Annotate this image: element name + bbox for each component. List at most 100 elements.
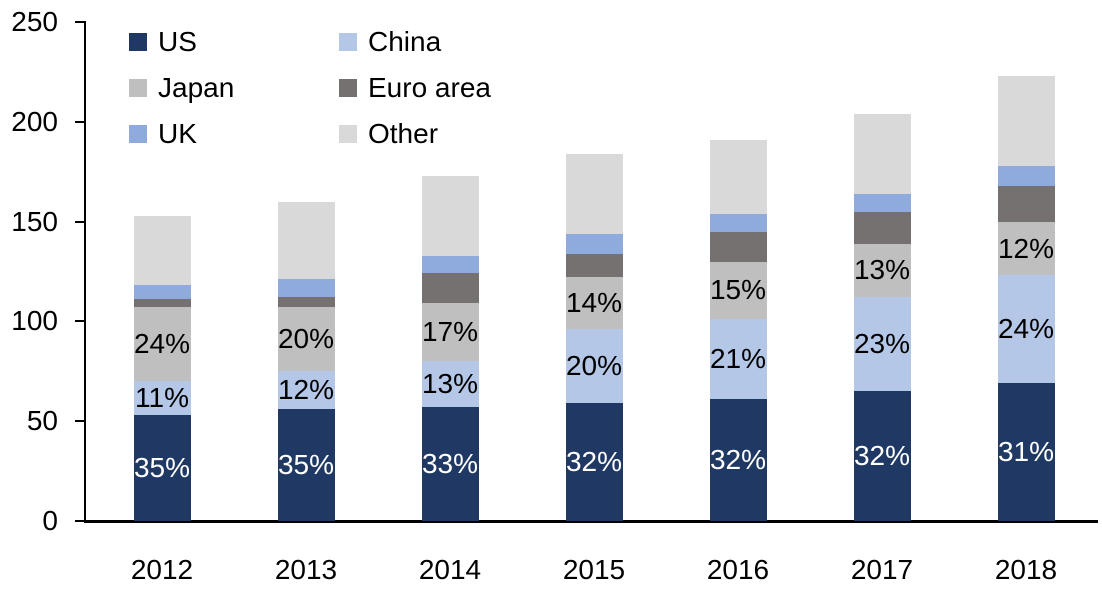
legend-item-japan: Japan bbox=[129, 72, 339, 104]
legend-label: China bbox=[368, 26, 442, 57]
bar-segment-euro-area bbox=[277, 297, 335, 308]
bar-segment-us: 32% bbox=[709, 399, 767, 521]
bar-segment-uk bbox=[997, 165, 1055, 186]
bar-segment-other bbox=[997, 75, 1055, 166]
y-axis-tick-mark bbox=[75, 320, 84, 323]
legend-swatch-icon bbox=[339, 33, 357, 51]
y-axis-tick-mark bbox=[75, 420, 84, 423]
bar-segment-euro-area bbox=[133, 299, 191, 308]
bar-segment-euro-area bbox=[565, 253, 623, 278]
segment-percent-label: 24% bbox=[133, 328, 191, 360]
bar-segment-china: 20% bbox=[565, 329, 623, 404]
bar-segment-uk bbox=[709, 213, 767, 232]
legend-label: Euro area bbox=[368, 72, 491, 103]
bar-segment-other bbox=[133, 215, 191, 286]
bar-segment-other bbox=[565, 153, 623, 234]
x-axis-tick-label: 2017 bbox=[850, 554, 914, 585]
bar-segment-china: 21% bbox=[709, 319, 767, 400]
bar-segment-china: 11% bbox=[133, 381, 191, 416]
legend-item-uk: UK bbox=[129, 118, 339, 150]
legend-label: UK bbox=[158, 118, 197, 149]
y-axis-tick-label: 100 bbox=[11, 305, 58, 337]
segment-percent-label: 32% bbox=[709, 444, 767, 476]
segment-percent-label: 31% bbox=[997, 436, 1055, 468]
y-axis-tick-mark bbox=[75, 21, 84, 23]
legend-swatch-icon bbox=[339, 79, 357, 97]
x-axis-tick-label: 2012 bbox=[130, 554, 194, 585]
bar-segment-euro-area bbox=[709, 231, 767, 262]
bar-segment-uk bbox=[565, 233, 623, 254]
bar-segment-china: 23% bbox=[853, 297, 911, 392]
legend-item-us: US bbox=[129, 26, 339, 58]
bar-segment-japan: 20% bbox=[277, 307, 335, 372]
x-axis-tick-label: 2013 bbox=[274, 554, 338, 585]
legend-swatch-icon bbox=[129, 125, 147, 143]
bar-segment-us: 33% bbox=[421, 407, 479, 521]
segment-percent-label: 17% bbox=[421, 316, 479, 348]
bar-segment-euro-area bbox=[997, 185, 1055, 222]
bar-segment-euro-area bbox=[853, 211, 911, 244]
segment-percent-label: 12% bbox=[277, 374, 335, 406]
bar-segment-japan: 14% bbox=[565, 277, 623, 330]
legend-item-other: Other bbox=[339, 118, 491, 150]
bar-segment-other bbox=[709, 139, 767, 214]
bar-segment-other bbox=[421, 175, 479, 256]
legend: US China Japan Euro area UK Other bbox=[129, 26, 491, 150]
legend-swatch-icon bbox=[129, 33, 147, 51]
bar-segment-japan: 12% bbox=[997, 221, 1055, 276]
bar-segment-uk bbox=[421, 255, 479, 274]
legend-item-euro-area: Euro area bbox=[339, 72, 491, 104]
bar-segment-china: 13% bbox=[421, 361, 479, 408]
x-axis-tick-label: 2018 bbox=[994, 554, 1058, 585]
segment-percent-label: 32% bbox=[853, 440, 911, 472]
bar-segment-other bbox=[853, 113, 911, 194]
segment-percent-label: 21% bbox=[709, 343, 767, 375]
bar-segment-china: 24% bbox=[997, 275, 1055, 384]
legend-swatch-icon bbox=[339, 125, 357, 143]
bar-segment-uk bbox=[133, 285, 191, 300]
segment-percent-label: 20% bbox=[277, 323, 335, 355]
legend-label: Japan bbox=[158, 72, 235, 103]
bar-segment-japan: 24% bbox=[133, 307, 191, 382]
segment-percent-label: 24% bbox=[997, 313, 1055, 345]
x-axis-tick-label: 2016 bbox=[706, 554, 770, 585]
x-axis-line bbox=[84, 520, 1098, 523]
bar-segment-us: 32% bbox=[565, 403, 623, 521]
bar-segment-us: 35% bbox=[277, 409, 335, 521]
y-axis-tick-mark bbox=[75, 520, 84, 522]
bar-segment-us: 35% bbox=[133, 415, 191, 521]
segment-percent-label: 15% bbox=[709, 274, 767, 306]
y-axis-tick-label: 150 bbox=[11, 205, 58, 237]
x-axis-tick-label: 2015 bbox=[562, 554, 626, 585]
x-axis-tick-label: 2014 bbox=[418, 554, 482, 585]
segment-percent-label: 35% bbox=[277, 449, 335, 481]
segment-percent-label: 33% bbox=[421, 448, 479, 480]
bar-segment-japan: 13% bbox=[853, 243, 911, 298]
bar-segment-us: 31% bbox=[997, 383, 1055, 521]
y-axis-tick-label: 50 bbox=[26, 405, 58, 437]
segment-percent-label: 14% bbox=[565, 287, 623, 319]
bar-segment-us: 32% bbox=[853, 391, 911, 521]
bar-segment-euro-area bbox=[421, 273, 479, 304]
bar-segment-uk bbox=[853, 193, 911, 212]
segment-percent-label: 11% bbox=[135, 382, 189, 414]
segment-percent-label: 13% bbox=[421, 368, 479, 400]
legend-label: Other bbox=[368, 118, 439, 149]
y-axis-tick-mark bbox=[75, 120, 84, 123]
segment-percent-label: 20% bbox=[565, 350, 623, 382]
y-axis-tick-mark bbox=[75, 220, 84, 223]
bar-segment-uk bbox=[277, 279, 335, 298]
bar-segment-japan: 17% bbox=[421, 303, 479, 362]
bar-segment-china: 12% bbox=[277, 371, 335, 410]
segment-percent-label: 32% bbox=[565, 446, 623, 478]
segment-percent-label: 23% bbox=[853, 328, 911, 360]
y-axis-line bbox=[84, 21, 86, 521]
segment-percent-label: 12% bbox=[997, 232, 1055, 264]
legend-label: US bbox=[158, 26, 197, 57]
legend-swatch-icon bbox=[129, 79, 147, 97]
legend-item-china: China bbox=[339, 26, 491, 58]
y-axis-tick-label: 0 bbox=[42, 505, 58, 536]
segment-percent-label: 13% bbox=[853, 254, 911, 286]
bar-segment-japan: 15% bbox=[709, 261, 767, 320]
